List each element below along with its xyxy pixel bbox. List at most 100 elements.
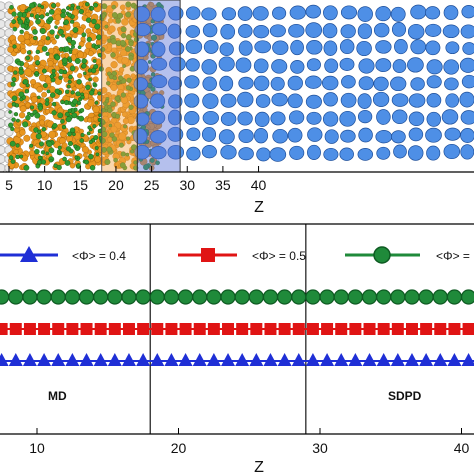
green-particle xyxy=(51,110,57,116)
data-point xyxy=(37,353,52,366)
green-particle xyxy=(60,119,65,124)
green-particle xyxy=(116,81,121,86)
blue-particle xyxy=(357,23,373,40)
green-particle xyxy=(51,3,57,8)
green-particle xyxy=(45,151,50,156)
chart-tick-label: 40 xyxy=(454,440,470,456)
blue-particle xyxy=(425,23,442,37)
orange-particle xyxy=(23,33,30,40)
blue-particle xyxy=(253,75,270,91)
green-particle xyxy=(15,143,20,148)
green-particle xyxy=(68,74,73,80)
data-point xyxy=(80,323,93,335)
data-point xyxy=(291,289,307,305)
legend: <Φ> = 0.4 <Φ> = 0.5 <Φ> = xyxy=(0,246,470,264)
data-point xyxy=(249,353,264,366)
orange-particle xyxy=(24,38,31,45)
green-particle xyxy=(67,58,73,63)
green-particle xyxy=(10,81,16,87)
green-particle xyxy=(25,18,30,23)
green-particle xyxy=(34,14,40,20)
blue-particle xyxy=(290,39,304,56)
green-particle xyxy=(39,14,45,20)
blue-particle xyxy=(324,129,339,144)
orange-particle xyxy=(36,86,43,93)
green-particle xyxy=(67,12,73,18)
green-particle xyxy=(62,156,67,162)
data-point xyxy=(23,323,36,335)
green-particle xyxy=(80,132,85,137)
green-particle xyxy=(70,90,75,95)
green-particle xyxy=(58,28,64,35)
blue-particle xyxy=(185,39,203,54)
blue-particle xyxy=(375,130,393,144)
green-particle xyxy=(61,33,65,38)
green-particle xyxy=(67,38,72,43)
data-point xyxy=(461,353,474,366)
blue-particle xyxy=(203,39,219,54)
orange-particle xyxy=(71,9,79,17)
data-point xyxy=(264,323,277,335)
blue-particle xyxy=(253,128,269,144)
data-point xyxy=(221,353,236,366)
data-point xyxy=(262,289,279,305)
orange-particle xyxy=(118,132,127,141)
data-point xyxy=(292,323,305,335)
green-particle xyxy=(57,149,61,154)
data-point xyxy=(305,289,321,305)
orange-particle xyxy=(78,41,85,47)
green-particle xyxy=(94,101,99,105)
blue-particle xyxy=(253,25,270,39)
green-particle xyxy=(37,95,41,100)
data-point xyxy=(277,289,293,305)
orange-particle xyxy=(35,7,41,14)
green-particle xyxy=(126,136,131,141)
green-particle xyxy=(94,145,99,150)
data-point xyxy=(151,323,164,335)
green-particle xyxy=(68,50,73,55)
green-particle xyxy=(91,18,97,25)
region-label-sdpd: SDPD xyxy=(388,389,422,403)
data-point xyxy=(8,353,23,366)
series-markers xyxy=(0,289,474,366)
orange-particle xyxy=(65,135,73,143)
data-point xyxy=(135,289,151,305)
green-particle xyxy=(125,34,132,41)
green-particle xyxy=(35,133,42,140)
data-point xyxy=(390,353,405,366)
green-particle xyxy=(29,13,34,18)
green-particle xyxy=(81,63,87,69)
data-point xyxy=(333,289,349,305)
blue-particle xyxy=(425,6,441,20)
green-particle xyxy=(51,101,57,107)
blue-particle xyxy=(288,23,305,38)
orange-particle xyxy=(19,105,27,113)
data-point xyxy=(335,323,348,335)
data-point xyxy=(9,323,22,335)
orange-particle xyxy=(130,73,136,79)
blue-particle xyxy=(289,5,306,20)
data-point xyxy=(418,289,434,305)
blue-particle xyxy=(272,128,289,144)
green-particle xyxy=(70,19,75,24)
green-particle xyxy=(35,18,41,25)
orange-particle xyxy=(85,41,93,50)
green-particle xyxy=(34,70,39,76)
orange-particle xyxy=(77,73,83,79)
blue-particle xyxy=(201,7,217,21)
green-particle xyxy=(86,36,92,43)
blue-particle xyxy=(390,76,407,92)
data-point xyxy=(220,289,236,305)
data-point xyxy=(405,323,418,335)
blue-particle xyxy=(134,23,151,37)
wall-particle xyxy=(4,55,14,65)
blue-particle xyxy=(339,57,355,71)
green-particle xyxy=(30,105,35,110)
blue-particle xyxy=(426,145,441,161)
green-particle xyxy=(128,55,134,61)
orange-particle xyxy=(23,134,31,142)
blue-particle xyxy=(150,110,166,125)
green-particle xyxy=(28,2,35,9)
blue-particle xyxy=(202,110,219,125)
green-particle xyxy=(109,132,115,138)
